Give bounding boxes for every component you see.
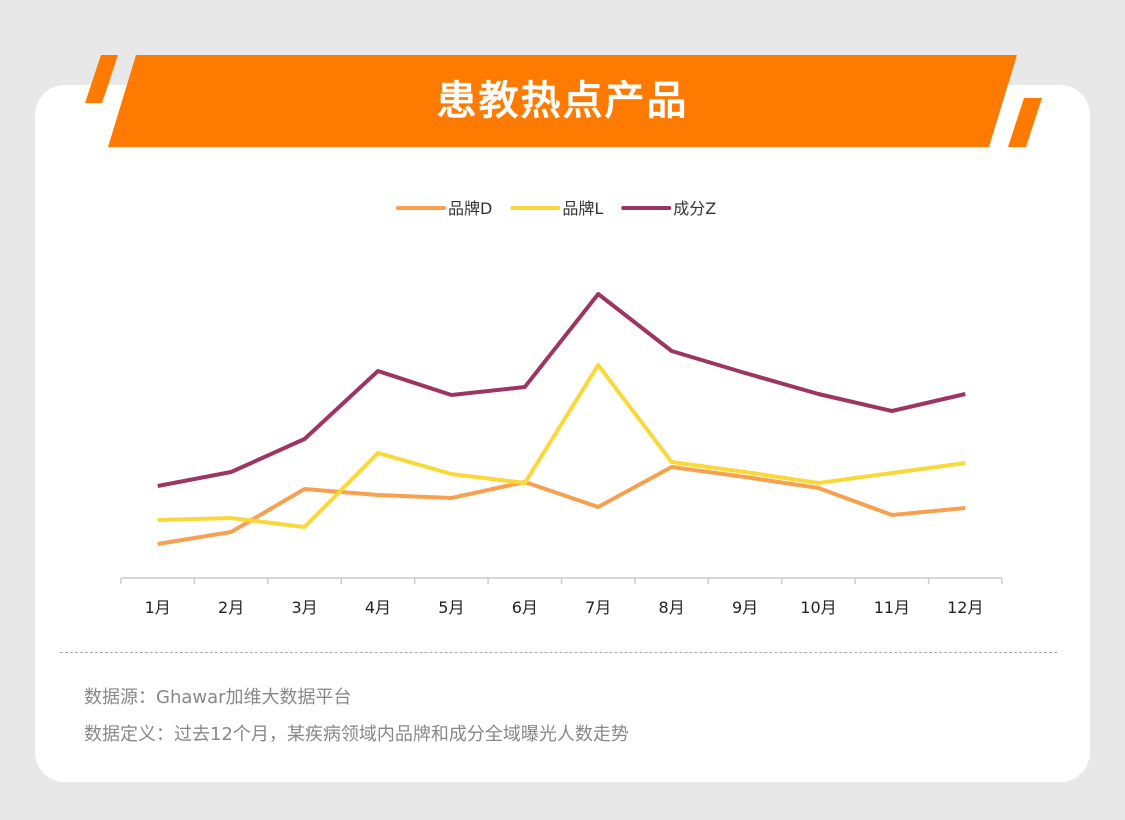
x-tick-label: 2月 <box>218 598 244 617</box>
page-title: 患教热点产品 <box>436 78 689 124</box>
legend-label: 品牌L <box>562 199 603 218</box>
x-tick-label: 6月 <box>512 598 538 617</box>
x-tick-label: 8月 <box>659 598 685 617</box>
data-source: 数据源：Ghawar加维大数据平台 <box>84 687 352 708</box>
x-tick-label: 12月 <box>947 598 983 617</box>
x-tick-label: 3月 <box>291 598 317 617</box>
legend-label: 成分Z <box>673 199 716 218</box>
divider <box>60 652 1057 653</box>
series-line-品牌D <box>157 465 966 546</box>
x-tick-label: 11月 <box>874 598 910 617</box>
x-tick-label: 10月 <box>800 598 836 617</box>
x-tick-label: 1月 <box>145 598 171 617</box>
chart-card <box>35 85 1090 782</box>
x-tick-label: 9月 <box>732 598 758 617</box>
title-banner <box>108 55 1017 147</box>
x-tick-label: 4月 <box>365 598 391 617</box>
x-tick-label: 7月 <box>585 598 611 617</box>
series-line-品牌L <box>157 363 966 529</box>
x-tick-label: 5月 <box>438 598 464 617</box>
data-definition: 数据定义：过去12个月，某疾病领域内品牌和成分全域曝光人数走势 <box>84 724 629 745</box>
series-line-成分Z <box>157 292 966 488</box>
legend-label: 品牌D <box>448 199 492 218</box>
